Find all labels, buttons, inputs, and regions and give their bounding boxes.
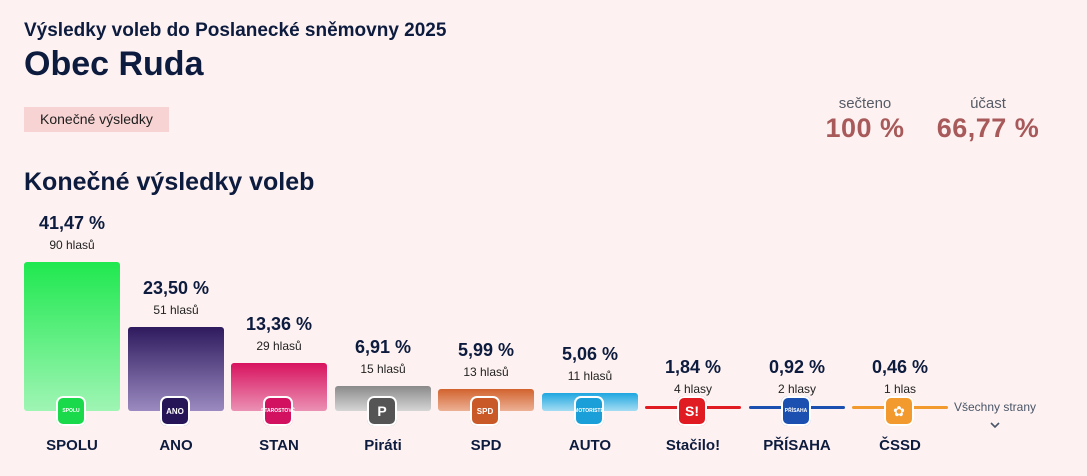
bar (24, 262, 120, 411)
party-name: Stačilo! (665, 437, 721, 454)
party-name: AUTO (568, 437, 612, 454)
percent-label: 5,06 % (561, 344, 619, 364)
all-parties-label: Všechny strany (953, 400, 1037, 414)
page-subtitle: Výsledky voleb do Poslanecké sněmovny 20… (24, 20, 447, 41)
ano-logo-icon: ANO (160, 396, 190, 426)
all-parties-button[interactable]: Všechny strany (950, 400, 1040, 432)
logo-text: SPOLU (62, 408, 80, 414)
spolu-logo-icon: SPOLU (56, 396, 86, 426)
stacilo-logo-icon: S! (677, 396, 707, 426)
votes-label: 4 hlasy (673, 382, 713, 396)
stan-logo-icon: STAROSTOVÉ (261, 396, 295, 426)
logo-text: SPD (476, 406, 494, 416)
percent-label: 13,36 % (245, 314, 313, 334)
percent-label: 23,50 % (142, 278, 210, 298)
percent-label: 1,84 % (664, 357, 722, 377)
logo-text: STAROSTOVÉ (261, 408, 295, 414)
counted-stat: sečteno 100 % (822, 95, 908, 144)
party-name: Piráti (364, 437, 402, 454)
logo-text: ✿ (893, 402, 905, 419)
turnout-value: 66,77 % (936, 113, 1040, 143)
prisaha-logo-icon: PŘÍSAHA (781, 396, 811, 426)
turnout-stat: účast 66,77 % (930, 95, 1046, 144)
logo-text: PŘÍSAHA (784, 408, 808, 414)
votes-label: 2 hlasy (777, 382, 817, 396)
turnout-label: účast (970, 95, 1006, 112)
percent-label: 41,47 % (38, 213, 106, 233)
votes-label: 1 hlas (883, 382, 917, 396)
party-name: ČSSD (879, 437, 921, 454)
percent-label: 0,92 % (768, 357, 826, 377)
status-badge: Konečné výsledky (24, 107, 169, 132)
chevron-down-icon (950, 418, 1040, 432)
counted-value: 100 % (825, 113, 905, 143)
logo-text: P (377, 403, 387, 419)
percent-label: 0,46 % (871, 357, 929, 377)
logo-text: S! (685, 403, 699, 419)
votes-label: 51 hlasů (153, 303, 199, 317)
party-name: SPOLU (46, 437, 98, 454)
section-title: Konečné výsledky voleb (24, 168, 315, 196)
party-name: SPD (470, 437, 502, 454)
votes-label: 15 hlasů (360, 362, 406, 376)
votes-label: 13 hlasů (463, 365, 509, 379)
auto-logo-icon: MOTORISTÉ (574, 396, 604, 426)
spd-logo-icon: SPD (470, 396, 500, 426)
logo-text: MOTORISTÉ (574, 408, 604, 414)
counted-label: sečteno (838, 95, 892, 112)
party-name: PŘÍSAHA (763, 437, 831, 454)
votes-label: 29 hlasů (256, 339, 302, 353)
logo-text: ANO (166, 406, 184, 416)
percent-label: 6,91 % (354, 337, 412, 357)
party-name: STAN (259, 437, 299, 454)
votes-label: 11 hlasů (567, 369, 613, 383)
votes-label: 90 hlasů (49, 238, 95, 252)
page-title: Obec Ruda (24, 45, 204, 83)
percent-label: 5,99 % (457, 340, 515, 360)
cssd-logo-icon: ✿ (884, 396, 914, 426)
pirati-logo-icon: P (367, 396, 397, 426)
party-name: ANO (159, 437, 193, 454)
